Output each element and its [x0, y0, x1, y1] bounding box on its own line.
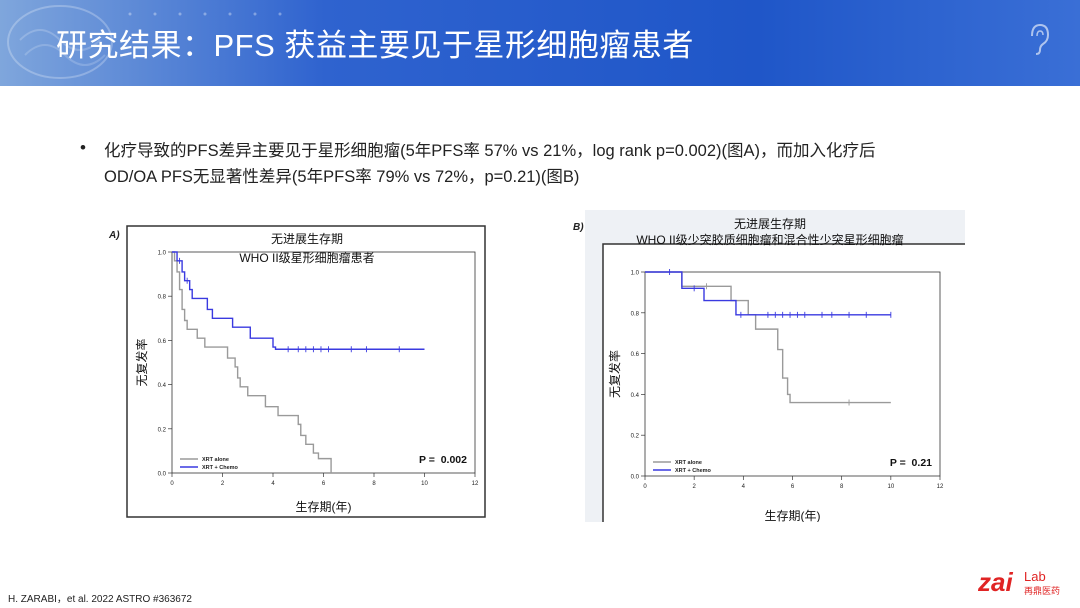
legend-label: XRT alone	[675, 460, 702, 466]
y-tick-label: 0.2	[631, 434, 640, 440]
legend-label: XRT + Chemo	[202, 465, 239, 471]
x-tick-label: 2	[221, 481, 225, 487]
zai-lab-logo: zai Lab 再鼎医药	[978, 567, 1060, 597]
y-tick-label: 0.4	[158, 383, 167, 389]
y-tick-label: 0.6	[158, 339, 167, 345]
series-line-xrt-chemo	[645, 271, 891, 316]
bullet-text: 化疗导致的PFS差异主要见于星形细胞瘤(5年PFS率 57% vs 21%，lo…	[104, 138, 964, 190]
p-value: P = 0.002	[419, 454, 467, 466]
bullet-line-2: OD/OA PFS无显著性差异(5年PFS率 79% vs 72%，p=0.21…	[104, 168, 580, 186]
logo-word: zai	[978, 567, 1013, 597]
legend-label: XRT alone	[202, 457, 229, 463]
y-tick-label: 0.0	[158, 472, 167, 478]
series-line-xrt-chemo	[172, 251, 425, 350]
bullet-line-1: 化疗导致的PFS差异主要见于星形细胞瘤(5年PFS率 57% vs 21%，lo…	[104, 142, 876, 160]
panel-label: A)	[108, 230, 120, 241]
km-chart-a: A) 无进展生存期 WHO II级星形细胞瘤患者 0.0 0.2 0.4 0.6 0.8 1.0…	[108, 225, 486, 518]
y-tick-label: 1.0	[158, 251, 167, 257]
y-tick-label: 0.6	[631, 352, 640, 358]
title-banner: 研究结果：PFS 获益主要见于星形细胞瘤患者	[0, 0, 1080, 86]
y-axis-label: 无复发率	[607, 350, 622, 398]
x-tick-label: 6	[322, 481, 326, 487]
brain-graphic	[7, 5, 282, 79]
x-tick-label: 2	[692, 484, 696, 490]
logo-cn: 再鼎医药	[1024, 586, 1060, 596]
series-line-xrt-alone	[172, 251, 332, 473]
x-tick-label: 6	[791, 484, 795, 490]
x-tick-label: 8	[372, 481, 376, 487]
legend-label: XRT + Chemo	[675, 468, 712, 474]
x-axis-label: 生存期(年)	[765, 509, 821, 522]
chart-subtitle: WHO II级少突胶质细胞瘤和混合性少突星形细胞瘤	[636, 232, 903, 247]
x-tick-label: 0	[643, 484, 647, 490]
y-axis-label: 无复发率	[134, 338, 149, 386]
p-value: P = 0.21	[890, 457, 932, 469]
x-axis-label: 生存期(年)	[296, 500, 352, 514]
x-tick-label: 12	[937, 484, 944, 490]
ear-icon	[1031, 23, 1050, 55]
x-tick-label: 4	[742, 484, 746, 490]
y-tick-label: 0.2	[158, 427, 167, 433]
page-title: 研究结果：PFS 获益主要见于星形细胞瘤患者	[56, 28, 694, 63]
panel-label: B)	[573, 222, 584, 233]
y-tick-label: 0.8	[631, 311, 640, 317]
x-tick-label: 10	[421, 481, 428, 487]
bullet-dot: •	[80, 138, 86, 157]
chart-frame	[126, 225, 486, 518]
logo-sub: Lab	[1024, 569, 1046, 584]
x-tick-label: 8	[840, 484, 844, 490]
y-tick-label: 0.8	[158, 295, 167, 301]
y-tick-label: 1.0	[631, 271, 640, 277]
y-tick-label: 0.0	[631, 475, 640, 481]
x-tick-label: 12	[472, 481, 479, 487]
x-tick-label: 4	[271, 481, 275, 487]
series-line-xrt-alone	[645, 271, 891, 404]
chart-frame	[602, 243, 965, 522]
chart-title: 无进展生存期	[734, 217, 806, 231]
chart-title: 无进展生存期	[271, 232, 343, 246]
x-tick-label: 10	[887, 484, 894, 490]
citation: H. ZARABI，et al. 2022 ASTRO #363672	[8, 594, 192, 605]
chart-subtitle: WHO II级星形细胞瘤患者	[239, 250, 374, 265]
x-tick-label: 0	[170, 481, 174, 487]
y-tick-label: 0.4	[631, 393, 640, 399]
